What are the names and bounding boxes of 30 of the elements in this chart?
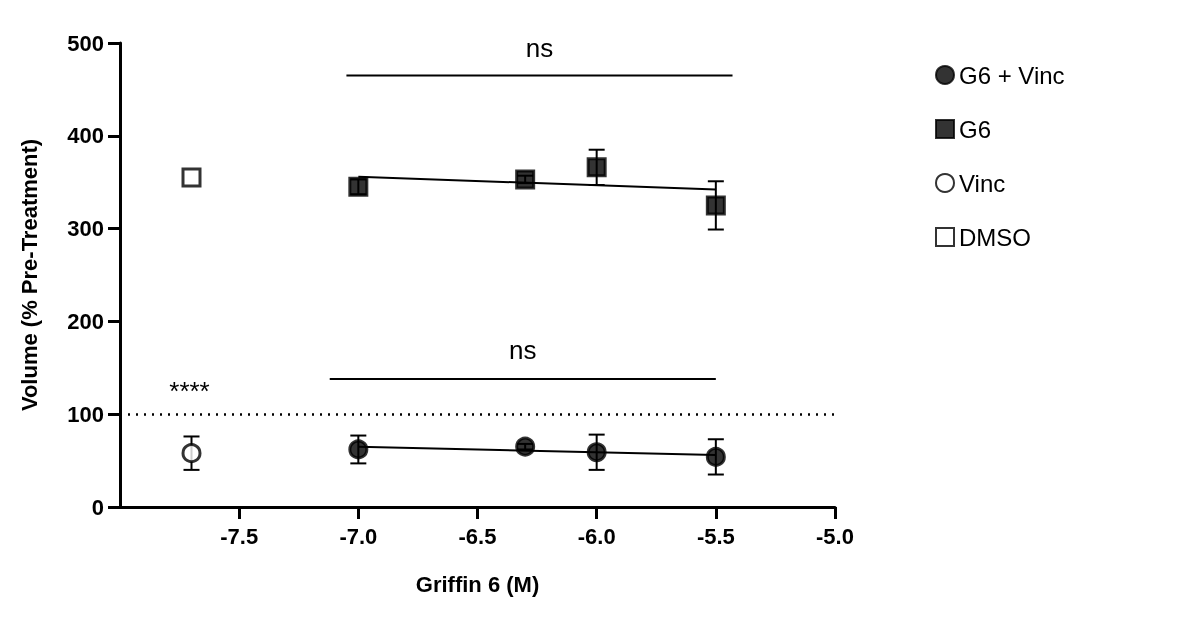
point xyxy=(705,195,726,216)
point xyxy=(586,157,607,178)
annotation: ns xyxy=(509,334,537,365)
point xyxy=(586,442,607,463)
annotation: **** xyxy=(169,376,210,407)
x-tick-label: -5.5 xyxy=(696,523,735,549)
point xyxy=(705,446,726,467)
point xyxy=(181,167,202,188)
point xyxy=(515,436,536,457)
x-tick-label: -6.0 xyxy=(577,523,616,549)
legend-label: G6 xyxy=(959,115,992,143)
legend-label: DMSO xyxy=(959,223,1031,251)
legend-label: G6 + Vinc xyxy=(959,61,1065,89)
y-axis-title: Volume (% Pre-Treatment) xyxy=(16,138,42,412)
x-axis-title: Griffin 6 (M) xyxy=(415,571,540,597)
y-tick-label: 400 xyxy=(67,123,104,149)
annotation: ns xyxy=(525,33,554,64)
y-tick-label: 100 xyxy=(67,401,104,427)
point xyxy=(348,439,369,460)
point xyxy=(515,169,536,190)
x-tick-label: -7.0 xyxy=(339,523,378,549)
legend-label: Vinc xyxy=(959,169,1006,197)
x-tick-label: -5.0 xyxy=(816,523,854,549)
y-tick-label: 200 xyxy=(67,308,104,334)
y-tick-label: 0 xyxy=(91,494,104,520)
x-tick-label: -7.5 xyxy=(220,523,259,549)
y-tick-label: 500 xyxy=(67,30,104,56)
point xyxy=(181,443,202,464)
y-tick-label: 300 xyxy=(67,216,104,242)
x-tick-label: -6.5 xyxy=(458,523,497,549)
